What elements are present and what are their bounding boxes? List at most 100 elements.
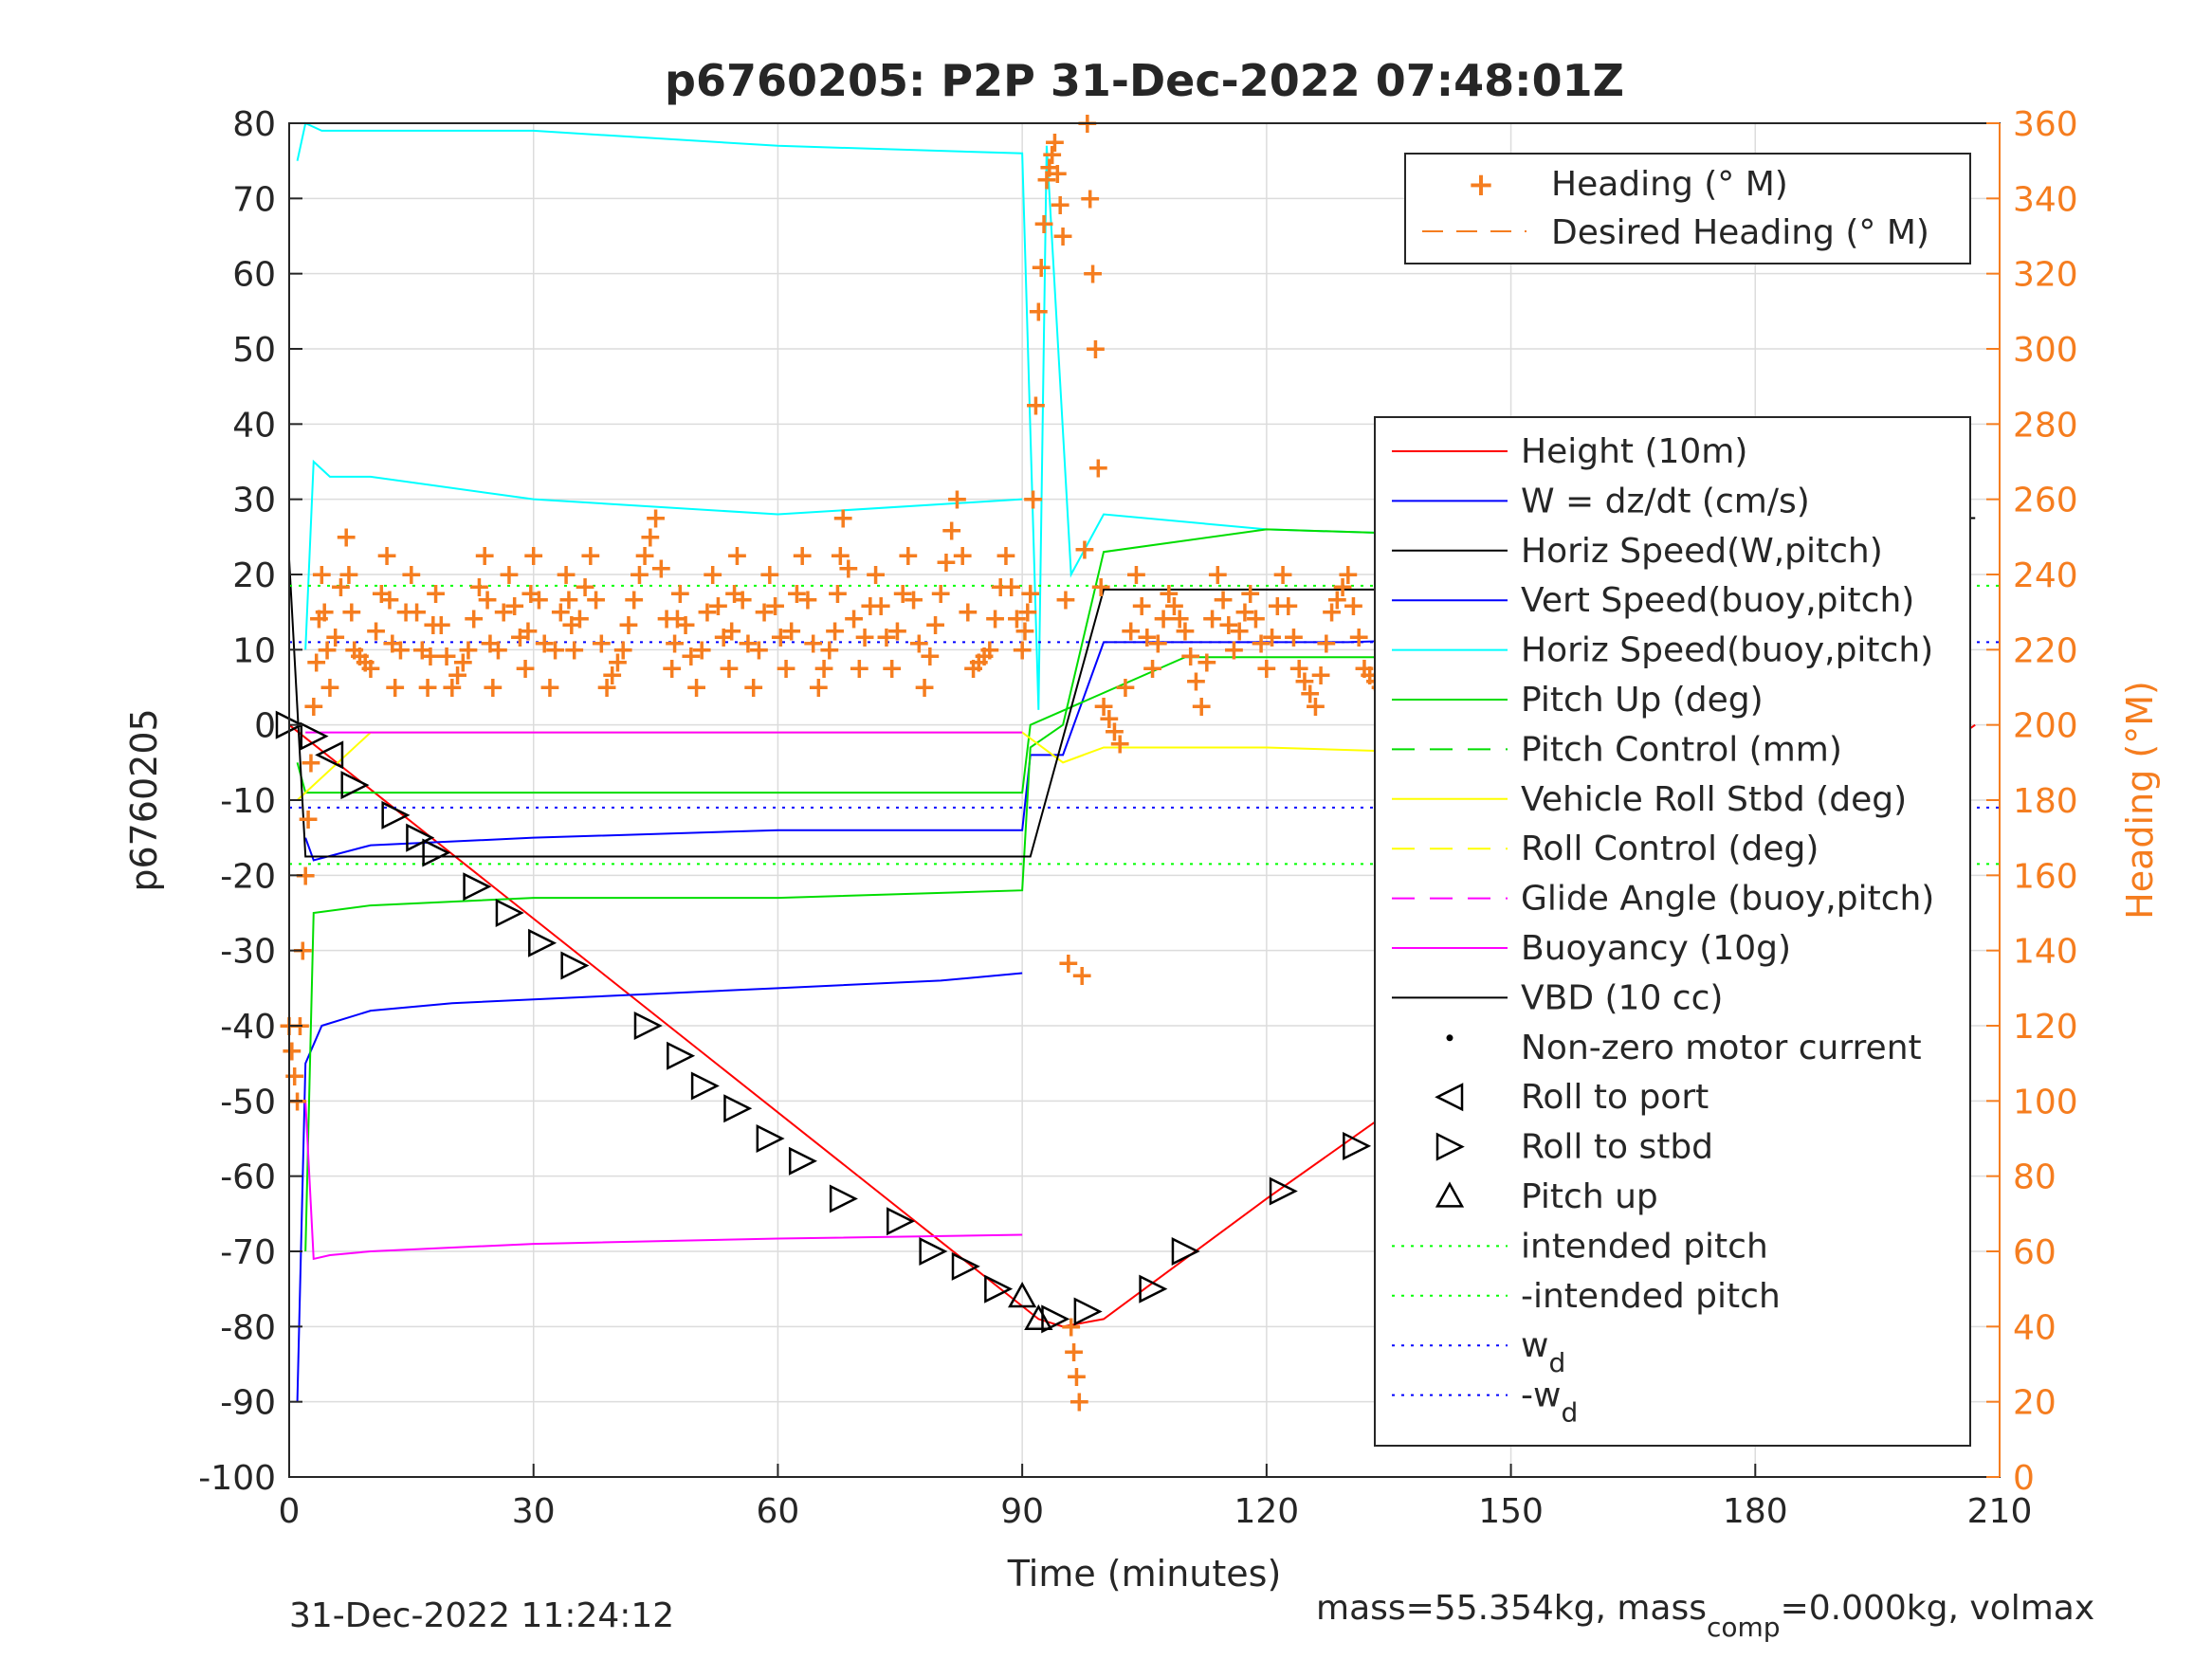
heading-point: + bbox=[1173, 615, 1197, 648]
heading-point: + bbox=[758, 558, 781, 592]
marker-roll-stbd bbox=[1073, 1297, 1103, 1326]
y-tick-label: -30 bbox=[220, 933, 276, 972]
heading-point: + bbox=[690, 633, 714, 666]
heading-point: + bbox=[486, 633, 510, 666]
marker-roll-stbd bbox=[463, 872, 492, 902]
heading-point: + bbox=[578, 539, 602, 573]
y2-tick-label: 280 bbox=[2013, 406, 2078, 445]
heading-point: + bbox=[923, 609, 947, 642]
legend-entry-text: Horiz Speed(W,pitch) bbox=[1521, 532, 1883, 571]
y2-tick-label: 0 bbox=[2013, 1459, 2035, 1498]
legend-entry-label: VBD (10 cc) bbox=[1521, 978, 1723, 1017]
heading-point: + bbox=[533, 628, 557, 661]
heading-point: + bbox=[989, 571, 1013, 604]
y2-tick-label: 180 bbox=[2013, 782, 2078, 821]
heading-point: + bbox=[339, 596, 363, 629]
heading-point: + bbox=[521, 539, 545, 573]
heading-point: + bbox=[606, 647, 630, 680]
heading-point: + bbox=[807, 671, 831, 704]
heading-point: + bbox=[826, 577, 850, 611]
heading-point: + bbox=[399, 558, 423, 592]
heading-point: + bbox=[514, 652, 538, 685]
heading-point: + bbox=[945, 483, 969, 517]
heading-point: + bbox=[574, 571, 597, 604]
heading-point: + bbox=[568, 602, 592, 635]
heading-point: + bbox=[316, 633, 339, 666]
heading-point: + bbox=[644, 502, 667, 536]
heading-point: + bbox=[1135, 621, 1159, 654]
y-tick-label: -20 bbox=[220, 857, 276, 896]
heading-point: + bbox=[858, 590, 882, 623]
legend-swatch-dot bbox=[1446, 1034, 1453, 1042]
heading-point: + bbox=[1304, 690, 1327, 723]
heading-point: + bbox=[1011, 633, 1034, 666]
heading-point: + bbox=[1222, 633, 1246, 666]
y-tick-label: -10 bbox=[220, 782, 276, 821]
marker-roll-port bbox=[315, 740, 344, 770]
heading-point: + bbox=[462, 602, 485, 635]
heading-point: + bbox=[712, 621, 736, 654]
heading-point: + bbox=[869, 590, 893, 623]
heading-point: + bbox=[1021, 483, 1045, 517]
heading-point: + bbox=[411, 633, 434, 666]
series-line bbox=[304, 1101, 1023, 1261]
heading-point: + bbox=[880, 652, 904, 685]
marker-roll-stbd bbox=[406, 823, 435, 852]
heading-point: + bbox=[763, 590, 787, 623]
legend-entry-text: Roll Control (deg) bbox=[1521, 830, 1819, 868]
marker-roll-stbd bbox=[829, 1184, 858, 1213]
legend-entry-text: Glide Angle (buoy,pitch) bbox=[1521, 880, 1934, 919]
heading-point: + bbox=[685, 671, 708, 704]
heading-point: + bbox=[1195, 647, 1218, 680]
y-tick-label: -90 bbox=[220, 1384, 276, 1423]
heading-point: + bbox=[1271, 558, 1294, 592]
heading-point: + bbox=[283, 1060, 306, 1093]
heading-point: + bbox=[1124, 558, 1148, 592]
heading-point: + bbox=[736, 628, 759, 661]
heading-point: + bbox=[1027, 295, 1051, 328]
heading-point: + bbox=[377, 583, 401, 616]
marker-roll-stbd bbox=[381, 800, 411, 830]
y2-tick-label: 160 bbox=[2013, 857, 2078, 896]
heading-point: + bbox=[456, 633, 480, 666]
heading-point: + bbox=[1200, 602, 1224, 635]
legend-entry-text: Pitch Up (deg) bbox=[1521, 681, 1764, 720]
legend-entry-text: W = dz/dt (cm/s) bbox=[1521, 482, 1810, 520]
heading-point: + bbox=[1260, 621, 1284, 654]
heading-point: + bbox=[430, 609, 453, 642]
heading-point: + bbox=[497, 558, 521, 592]
legend-entry-text: Buoyancy (10g) bbox=[1521, 929, 1791, 968]
heading-point: + bbox=[817, 633, 841, 666]
heading-point: + bbox=[1024, 390, 1048, 423]
legend-entry-text: Vehicle Roll Stbd (deg) bbox=[1521, 780, 1907, 819]
heading-point: + bbox=[354, 647, 377, 680]
marker-pitch-up bbox=[1024, 1304, 1053, 1331]
legend-desired-heading-label: Desired Heading (° M) bbox=[1551, 213, 1929, 252]
heading-point: + bbox=[358, 652, 382, 685]
heading-point: + bbox=[907, 628, 931, 661]
heading-point: + bbox=[1250, 628, 1273, 661]
legend-heading: + Heading (° M) Desired Heading (° M) bbox=[1404, 153, 1971, 264]
heading-point: + bbox=[679, 640, 703, 673]
heading-point: + bbox=[1342, 590, 1365, 623]
legend-entry-text: w bbox=[1521, 1326, 1548, 1365]
heading-point: + bbox=[902, 583, 925, 616]
y2-tick-label: 260 bbox=[2013, 482, 2078, 520]
marker-roll-stbd bbox=[560, 951, 590, 980]
y2-tick-label: 300 bbox=[2013, 331, 2078, 370]
heading-point: + bbox=[555, 558, 578, 592]
y-tick-label: 30 bbox=[232, 482, 276, 520]
y-tick-label: -100 bbox=[198, 1459, 276, 1498]
heading-point: + bbox=[649, 552, 673, 585]
heading-point: + bbox=[562, 633, 586, 666]
marker-roll-stbd bbox=[495, 898, 524, 928]
heading-point: + bbox=[1266, 590, 1289, 623]
heading-point: + bbox=[310, 558, 334, 592]
axis-ticks: 0 30 60 90 120 150 180 21080706050403020100-10-… bbox=[198, 105, 2077, 1531]
heading-point: + bbox=[747, 633, 771, 666]
x-axis-label: Time (minutes) bbox=[1007, 1553, 1282, 1595]
y-tick-label: 50 bbox=[232, 331, 276, 370]
heading-point: + bbox=[1146, 628, 1170, 661]
heading-point: + bbox=[918, 640, 941, 673]
heading-point: + bbox=[774, 652, 797, 685]
